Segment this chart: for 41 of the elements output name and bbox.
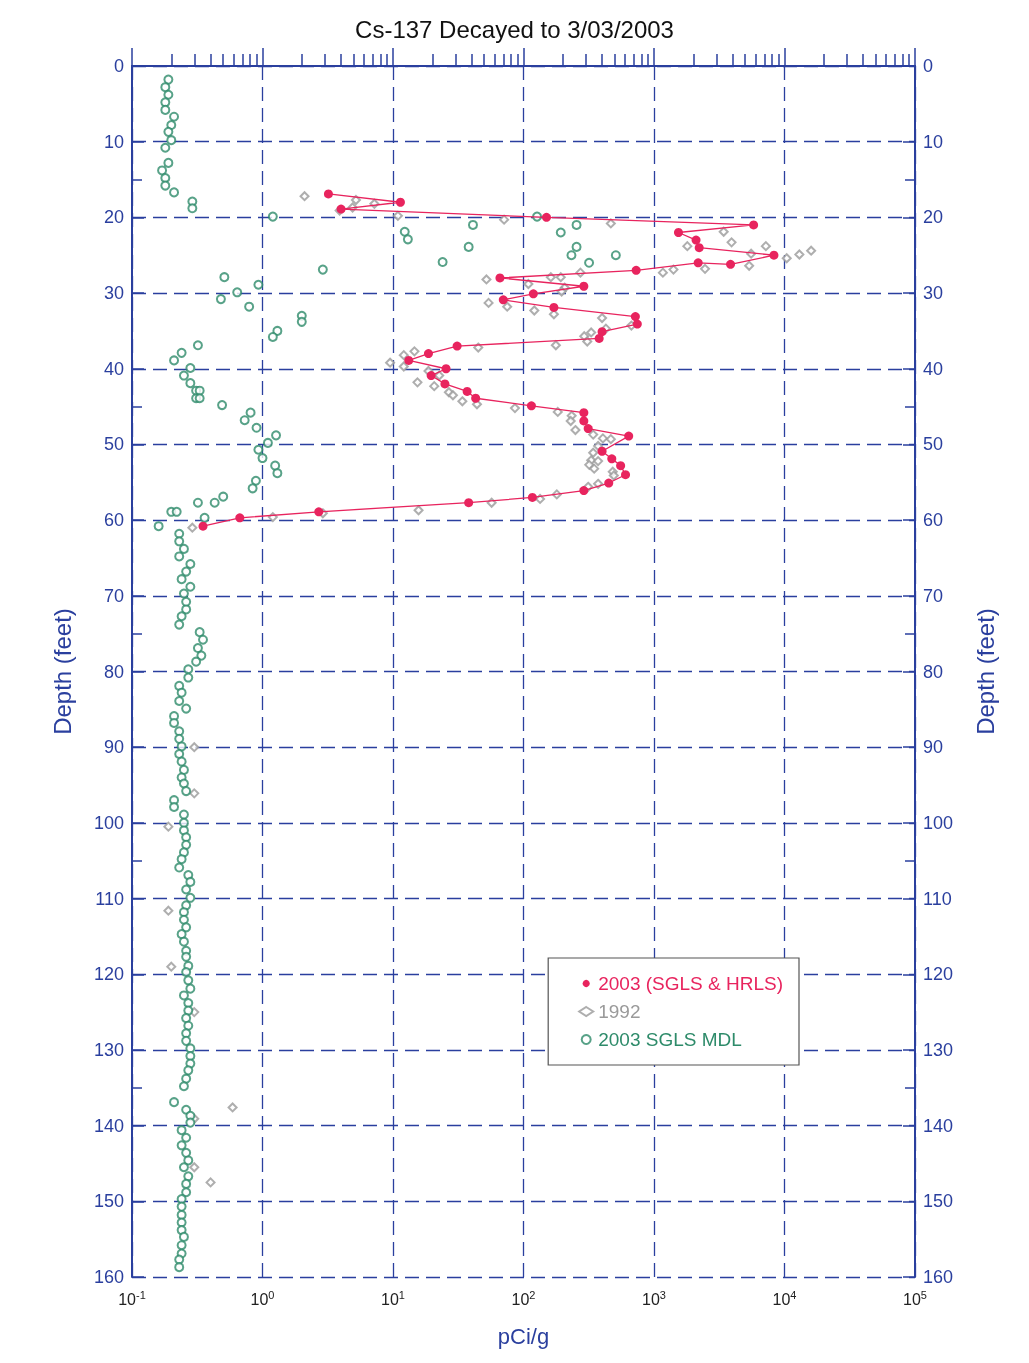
y2-tick-label: 70 [923,585,944,606]
y-tick-label: 140 [93,1115,124,1136]
y2-tick-label: 130 [923,1039,954,1060]
y-tick-label: 70 [103,585,124,606]
legend-label: 2003 SGLS MDL [598,1029,742,1050]
y2-tick-label: 10 [923,131,944,152]
y-tick-label: 10 [103,131,124,152]
y-tick-label: 80 [103,661,124,682]
y2-axis-title: Depth (feet) [971,608,999,735]
y2-tick-label: 40 [923,358,944,379]
y-axis-title: Depth (feet) [48,608,76,735]
y-tick-label: 120 [93,964,124,985]
y-tick-label: 60 [103,510,124,531]
y2-tick-label: 120 [923,964,954,985]
y2-tick-label: 80 [923,661,944,682]
y2-tick-label: 30 [923,283,944,304]
y2-tick-label: 150 [923,1191,954,1212]
y-tick-label: 50 [103,434,124,455]
y-tick-label: 110 [95,888,124,909]
y-tick-label: 160 [93,1267,124,1287]
y2-tick-label: 60 [923,510,944,531]
y2-tick-label: 160 [923,1267,954,1287]
y2-tick-label: 20 [923,207,944,228]
chart-title: Cs-137 Decayed to 3/03/2003 [355,15,674,43]
y-tick-label: 150 [93,1191,124,1212]
x-axis-title: pCi/g [497,1323,550,1349]
y2-tick-label: 90 [923,737,944,758]
y-tick-label: 90 [103,737,124,758]
y2-tick-label: 140 [923,1115,954,1136]
legend-label: 1992 [598,1001,641,1022]
y-tick-label: 130 [93,1039,124,1060]
y-tick-label: 30 [103,283,124,304]
y2-tick-label: 100 [923,812,954,833]
y2-tick-label: 0 [923,56,934,76]
y2-tick-label: 50 [923,434,944,455]
y-tick-label: 20 [103,207,124,228]
y-tick-label: 0 [113,56,124,76]
y-tick-label: 40 [103,358,124,379]
y-tick-label: 100 [93,812,124,833]
legend-label: 2003 (SGLS & HRLS) [598,973,784,994]
y2-tick-label: 110 [923,888,952,909]
